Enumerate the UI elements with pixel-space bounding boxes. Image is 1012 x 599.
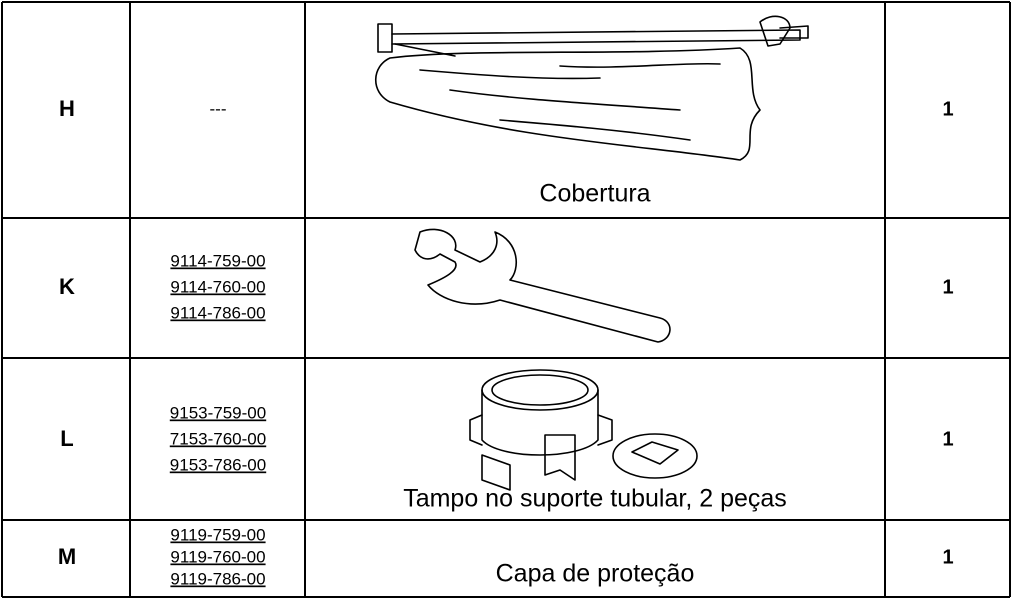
wrench-illustration (414, 228, 671, 343)
part-number: 9114-759-00 (170, 251, 265, 270)
part-number: 9114-786-00 (170, 303, 265, 322)
item-letter: H (59, 96, 75, 121)
table-cells: H 1 --- Cobertura K 1 9114-759-00 9114-760-00 91… (58, 96, 954, 589)
part-caption: Tampo no suporte tubular, 2 peças (403, 485, 787, 513)
quantity: 1 (942, 428, 953, 450)
item-letter: M (58, 544, 76, 569)
cover-illustration (375, 15, 809, 161)
part-number: 7153-760-00 (170, 429, 266, 448)
part-number: 9153-759-00 (170, 403, 266, 422)
part-number: 9114-760-00 (170, 277, 265, 296)
item-letter: K (59, 274, 75, 299)
item-letter: L (60, 426, 73, 451)
part-caption: Capa de proteção (496, 560, 695, 588)
part-number: 9153-786-00 (170, 455, 266, 474)
tube-cap-illustration (469, 369, 698, 491)
part-number: 9119-759-00 (170, 525, 265, 544)
quantity: 1 (942, 546, 953, 568)
part-number: 9119-760-00 (170, 547, 265, 566)
part-number-placeholder: --- (210, 99, 227, 118)
quantity: 1 (942, 276, 953, 298)
part-number: 9119-786-00 (170, 569, 265, 588)
quantity: 1 (942, 98, 953, 120)
part-caption: Cobertura (539, 180, 650, 208)
